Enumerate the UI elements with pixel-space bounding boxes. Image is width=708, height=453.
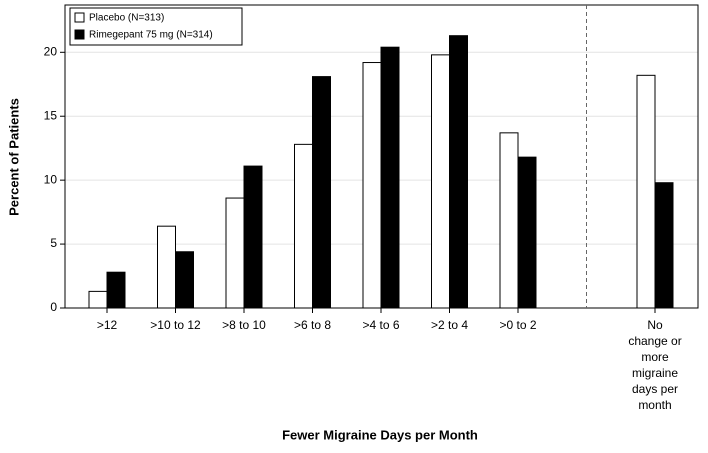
- bar: [636, 74, 656, 309]
- x-tick-label-box: >4 to 6: [362, 318, 400, 332]
- y-tick-label: 20: [44, 44, 58, 58]
- x-tick-label-box: >12: [96, 318, 118, 332]
- y-tick-label: 0: [50, 300, 57, 314]
- bar: [243, 165, 263, 309]
- x-tick-label-box: No change or more migraine days per mont…: [628, 318, 682, 412]
- bar: [106, 271, 126, 309]
- x-axis-title: Fewer Migraine Days per Month: [282, 427, 478, 442]
- y-tick-label: 5: [50, 236, 57, 250]
- bar: [517, 156, 537, 309]
- bar: [449, 35, 468, 309]
- bar: [380, 46, 400, 309]
- x-tick-label: >6 to 8: [293, 318, 332, 332]
- x-tick-label-box: >0 to 2: [499, 318, 537, 332]
- x-tick-label: >10 to 12: [150, 318, 201, 332]
- bar: [88, 290, 108, 309]
- bar: [312, 76, 331, 309]
- legend-swatch: [74, 29, 85, 40]
- bar: [294, 143, 313, 309]
- x-tick-label: >2 to 4: [430, 318, 469, 332]
- y-axis-title: Percent of Patients: [6, 98, 21, 216]
- bar: [362, 62, 382, 309]
- x-tick-label: No change or more migraine days per mont…: [628, 318, 682, 412]
- x-tick-label: >0 to 2: [499, 318, 537, 332]
- x-tick-label: >8 to 10: [222, 318, 266, 332]
- x-tick-label-box: >6 to 8: [293, 318, 332, 332]
- legend-box: [69, 7, 243, 46]
- bar: [431, 54, 450, 309]
- legend-label: Rimegepant 75 mg (N=314): [89, 30, 213, 41]
- bar: [654, 182, 674, 309]
- bar: [499, 132, 519, 309]
- x-tick-label-box: >10 to 12: [150, 318, 201, 332]
- x-tick-label-box: >2 to 4: [430, 318, 469, 332]
- bar: [175, 251, 194, 309]
- y-tick-label: 15: [44, 108, 58, 122]
- legend-swatch: [74, 12, 85, 23]
- legend-label: Placebo (N=313): [89, 13, 164, 24]
- y-tick-label: 10: [44, 172, 58, 186]
- x-tick-label: >12: [96, 318, 118, 332]
- x-tick-label: >4 to 6: [362, 318, 400, 332]
- x-tick-label-box: >8 to 10: [222, 318, 266, 332]
- bar: [157, 225, 176, 309]
- bar: [225, 197, 245, 309]
